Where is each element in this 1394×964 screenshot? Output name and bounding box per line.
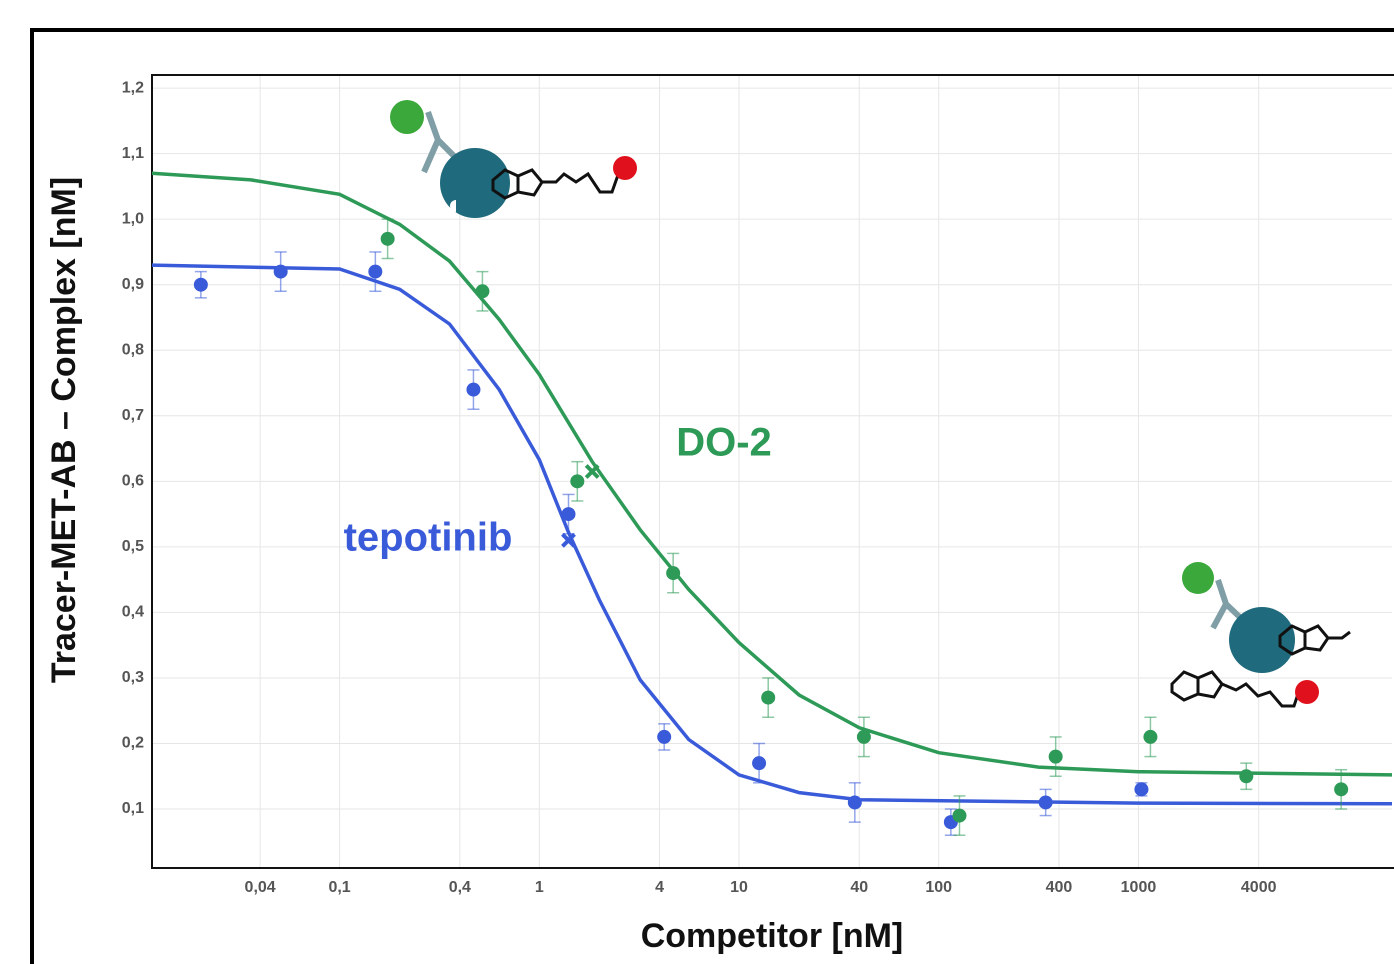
icon-competitor-complex bbox=[1170, 562, 1351, 708]
icon-tracer-complex bbox=[390, 100, 637, 218]
ic50-marker bbox=[561, 532, 576, 548]
data-point bbox=[1134, 782, 1149, 797]
data-point bbox=[273, 264, 288, 279]
ic50-stroke bbox=[584, 464, 600, 479]
plot-area bbox=[151, 74, 1394, 869]
data-point bbox=[380, 231, 395, 246]
data-point bbox=[466, 382, 481, 397]
data-point bbox=[847, 795, 862, 810]
y-tick-label: 0,3 bbox=[122, 669, 144, 686]
data-point bbox=[475, 284, 490, 299]
x-tick-label: 4000 bbox=[1241, 879, 1277, 896]
data-point bbox=[666, 566, 681, 581]
data-point bbox=[761, 690, 776, 705]
x-tick-label: 0,04 bbox=[245, 879, 276, 896]
data-point bbox=[561, 507, 576, 522]
fit-curve bbox=[151, 171, 1393, 777]
y-tick-label: 0,1 bbox=[122, 800, 144, 817]
series-label: tepotinib bbox=[344, 516, 513, 560]
y-tick-label: 0,2 bbox=[122, 735, 144, 752]
x-tick-label: 0,1 bbox=[328, 879, 350, 896]
y-axis-label: Tracer-MET-AB – Complex [nM] bbox=[45, 177, 83, 683]
x-tick-label: 40 bbox=[850, 879, 868, 896]
data-point bbox=[752, 756, 767, 771]
y-tick-label: 0,7 bbox=[122, 407, 144, 424]
data-point bbox=[1048, 749, 1063, 764]
y-tick-label: 1,2 bbox=[122, 79, 144, 96]
data-point bbox=[570, 474, 585, 489]
x-axis-label: Competitor [nM] bbox=[641, 917, 904, 955]
data-point bbox=[856, 729, 871, 744]
data-point bbox=[1334, 782, 1349, 797]
y-tick-label: 1,1 bbox=[122, 145, 144, 162]
x-tick-label: 400 bbox=[1046, 879, 1073, 896]
x-tick-label: 10 bbox=[730, 879, 748, 896]
fit-curve bbox=[151, 263, 1393, 806]
data-point bbox=[193, 277, 208, 292]
x-tick-label: 1000 bbox=[1121, 879, 1157, 896]
ic50-stroke bbox=[561, 532, 576, 548]
series-label: DO-2 bbox=[676, 421, 772, 465]
data-point bbox=[1143, 729, 1158, 744]
y-tick-label: 0,8 bbox=[122, 341, 144, 358]
y-tick-label: 0,6 bbox=[122, 473, 144, 490]
frame bbox=[30, 28, 1394, 964]
ic50-marker bbox=[584, 464, 600, 479]
data-point bbox=[368, 264, 383, 279]
x-tick-label: 100 bbox=[925, 879, 952, 896]
data-point bbox=[952, 808, 967, 823]
x-tick-label: 0,4 bbox=[449, 879, 471, 896]
data-point bbox=[657, 729, 672, 744]
y-tick-label: 0,5 bbox=[122, 538, 144, 555]
y-tick-label: 1,0 bbox=[122, 210, 144, 227]
data-point bbox=[1239, 769, 1254, 784]
x-tick-label: 1 bbox=[535, 879, 544, 896]
data-point bbox=[1038, 795, 1053, 810]
y-tick-label: 0,4 bbox=[122, 604, 144, 621]
y-tick-label: 0,9 bbox=[122, 276, 144, 293]
x-tick-label: 4 bbox=[655, 879, 664, 896]
